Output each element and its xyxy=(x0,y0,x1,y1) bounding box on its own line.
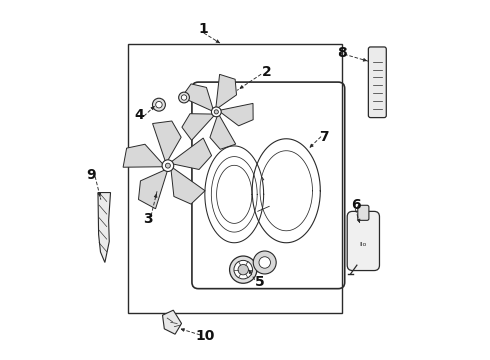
Text: llo: llo xyxy=(360,242,367,247)
Circle shape xyxy=(162,160,174,171)
Text: 7: 7 xyxy=(319,130,329,144)
Circle shape xyxy=(179,92,190,103)
Circle shape xyxy=(181,95,187,100)
Circle shape xyxy=(253,251,276,274)
Polygon shape xyxy=(220,103,253,126)
Polygon shape xyxy=(123,144,163,167)
Polygon shape xyxy=(163,310,181,334)
Polygon shape xyxy=(172,138,212,170)
Circle shape xyxy=(230,256,257,283)
FancyBboxPatch shape xyxy=(368,47,386,118)
Circle shape xyxy=(166,163,171,168)
Polygon shape xyxy=(171,168,205,204)
Circle shape xyxy=(211,107,221,117)
Bar xyxy=(128,44,342,313)
FancyBboxPatch shape xyxy=(347,211,379,271)
Polygon shape xyxy=(210,115,236,149)
Polygon shape xyxy=(98,193,111,262)
Polygon shape xyxy=(182,84,213,111)
Polygon shape xyxy=(152,121,181,161)
Circle shape xyxy=(152,98,166,111)
Text: 2: 2 xyxy=(262,66,271,80)
Text: 4: 4 xyxy=(134,108,144,122)
Polygon shape xyxy=(182,114,214,140)
Circle shape xyxy=(238,265,248,275)
Circle shape xyxy=(234,260,252,279)
Text: 1: 1 xyxy=(199,22,209,36)
Text: 8: 8 xyxy=(337,46,347,60)
Circle shape xyxy=(259,257,270,268)
FancyBboxPatch shape xyxy=(358,205,369,220)
Circle shape xyxy=(156,102,162,108)
Circle shape xyxy=(214,110,219,114)
Text: 5: 5 xyxy=(254,275,264,289)
Text: 10: 10 xyxy=(196,329,215,343)
Text: 6: 6 xyxy=(351,198,361,212)
Polygon shape xyxy=(139,170,168,209)
Text: 3: 3 xyxy=(144,212,153,226)
Polygon shape xyxy=(216,75,237,108)
Text: 9: 9 xyxy=(86,168,96,182)
